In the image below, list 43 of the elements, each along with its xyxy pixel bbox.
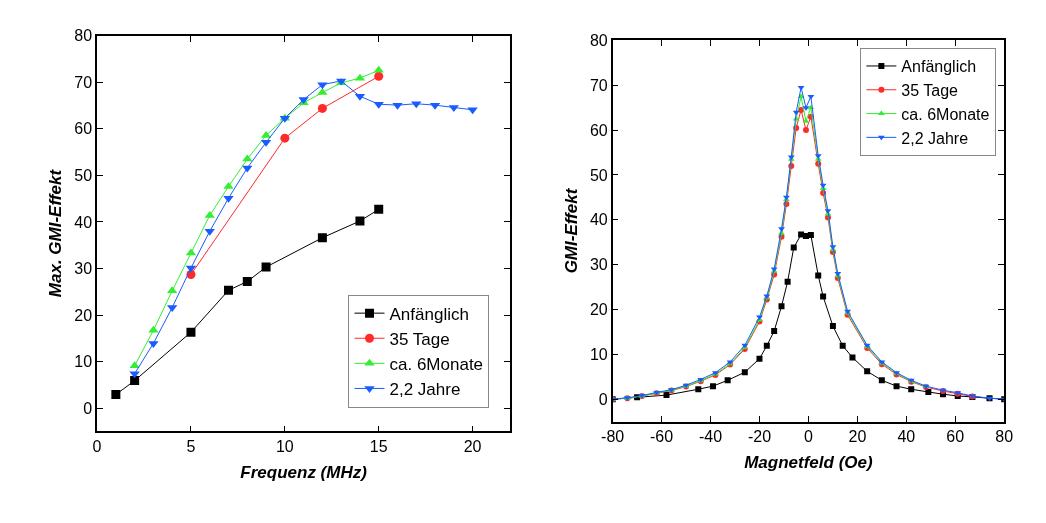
y-tick-label: 60 (74, 120, 93, 138)
x-tick-label: 60 (946, 428, 965, 446)
y-tick-label: 20 (589, 301, 608, 319)
legend-label: Anfänglich (389, 304, 469, 324)
x-tick-label: 40 (897, 428, 916, 446)
y-tick-label: 10 (589, 345, 608, 363)
x-tick-label: 15 (369, 438, 388, 456)
y-tick-label: 30 (589, 256, 608, 274)
x-tick-label: 0 (803, 428, 813, 446)
y-tick-label: 0 (598, 390, 608, 408)
x-tick-label: -20 (747, 428, 772, 446)
legend-label: 2,2 Jahre (901, 129, 969, 147)
x-tick-label: 5 (186, 438, 196, 456)
y-tick-label: 40 (589, 211, 608, 229)
y-tick-label: 30 (74, 260, 93, 278)
x-tick-label: 10 (275, 438, 294, 456)
y-tick-label: 50 (74, 167, 93, 185)
x-tick-label: -60 (650, 428, 674, 446)
x-tick-label: 20 (848, 428, 867, 446)
legend-label: 2,2 Jahre (389, 380, 461, 400)
x-tick-label: -40 (698, 428, 723, 446)
x-tick-label: -80 (601, 428, 625, 446)
legend-label: 35 Tage (389, 329, 450, 349)
legend-label: Anfänglich (901, 58, 977, 76)
x-tick-label: 20 (463, 438, 482, 456)
x-axis-title: Magnetfeld (Oe) (744, 453, 873, 473)
y-axis-title: Max. GMI-Effekt (46, 168, 66, 298)
y-tick-label: 50 (589, 166, 608, 184)
y-tick-label: 70 (74, 73, 93, 91)
x-axis-title: Frequenz (MHz) (240, 463, 368, 483)
x-tick-label: 80 (995, 428, 1014, 446)
legend-label: ca. 6Monate (901, 105, 990, 123)
y-tick-label: 60 (589, 121, 608, 139)
legend-label: 35 Tage (901, 82, 959, 100)
y-tick-label: 70 (589, 76, 608, 94)
y-axis-title: GMI-Effekt (561, 187, 581, 274)
y-tick-label: 80 (74, 27, 93, 45)
legend-label: ca. 6Monate (389, 354, 484, 374)
y-tick-label: 0 (83, 399, 93, 417)
y-tick-label: 80 (589, 32, 608, 50)
y-tick-label: 20 (74, 306, 93, 324)
y-tick-label: 10 (74, 353, 93, 371)
y-tick-label: 40 (74, 213, 93, 231)
